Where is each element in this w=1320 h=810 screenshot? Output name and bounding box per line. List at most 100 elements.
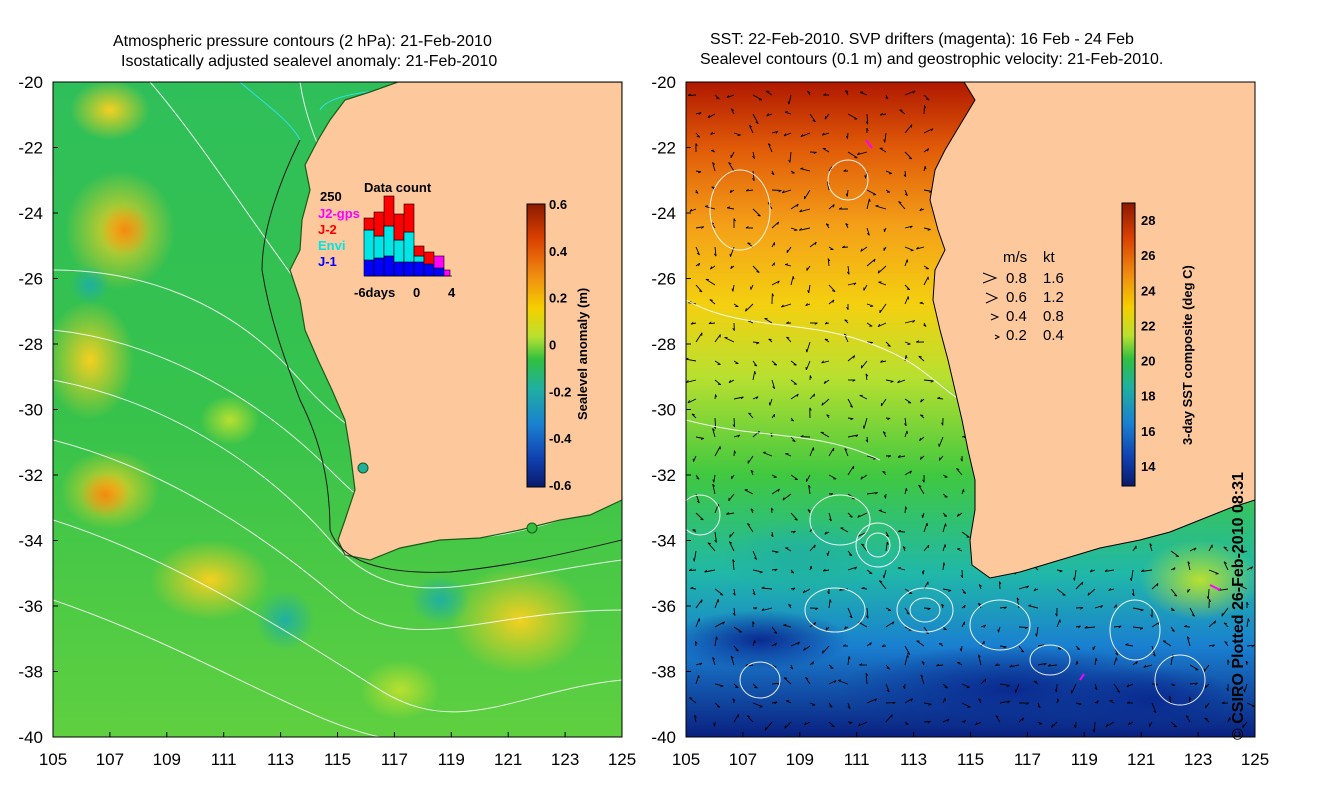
velocity-vector [821,360,830,364]
y-tick-label: -32 [651,466,676,485]
velocity-vector [847,265,850,275]
velocity-vector [1170,588,1178,597]
velocity-vector-head [1152,653,1156,657]
velocity-vector [860,246,868,252]
velocity-vector-head [1104,569,1108,572]
velocity-vector [752,683,758,689]
velocity-vector-head [688,568,692,571]
velocity-vector [745,303,754,312]
velocity-vector-head [696,477,700,480]
velocity-vector [752,170,755,181]
velocity-vector [1018,585,1029,590]
velocity-vector-head [1156,583,1159,587]
velocity-vector-head [927,608,931,611]
velocity-vector [828,299,835,305]
velocity-vector [863,417,868,429]
velocity-vector [809,113,816,122]
velocity-vector-head [1073,577,1075,581]
velocity-vector [936,664,944,667]
velocity-vector-head [962,591,966,594]
velocity-vector-head [1100,605,1104,609]
velocity-vector-head [823,93,827,96]
velocity-vector-head [887,345,891,347]
left-shelf-line [261,139,622,573]
velocity-vector-head [897,455,901,458]
velocity-vector [1187,561,1191,571]
velocity-vector [998,581,1001,590]
velocity-vector-head [747,523,751,526]
colorbar-tick-label: -0.4 [549,431,572,446]
velocity-vector [923,94,930,101]
velocity-vector [1051,721,1058,728]
velocity-vector-head [850,418,854,421]
velocity-vector-head [781,190,785,194]
velocity-vector [1087,588,1096,596]
velocity-vector [866,607,869,619]
velocity-vector-head [1184,624,1188,628]
velocity-vector-head [842,644,846,647]
velocity-vector-head [852,379,856,382]
velocity-vector-head [1009,664,1013,668]
velocity-vector [764,318,773,324]
velocity-vector [800,168,811,172]
velocity-vector [847,656,850,666]
velocity-vector [961,702,971,708]
velocity-vector-head [918,355,922,358]
velocity-vector [771,488,780,495]
velocity-vector [847,566,857,571]
velocity-vector-head [786,336,790,339]
velocity-vector-head [898,201,902,204]
velocity-vector-head [733,218,736,222]
velocity-vector [800,132,811,138]
right-x-axis: 105 107 109 111 113 115 117 119 121 123 125 [672,732,1269,769]
x-tick-label: 107 [729,750,757,769]
velocity-vector-head [937,396,941,399]
velocity-vector-head [713,253,717,257]
velocity-vector-head [783,133,787,137]
velocity-vector-head [774,568,778,572]
velocity-vector [866,569,873,574]
velocity-vector [695,675,700,685]
velocity-legend-ms-2: 0.6 [1006,289,1027,306]
velocity-vector [804,721,811,726]
x-tick-label: 123 [1184,750,1212,769]
velocity-vector-head [997,629,999,633]
velocity-vector-head [807,509,811,512]
colorbar-tick-label: 20 [1141,354,1155,369]
left-anomaly-blobs [53,82,590,720]
velocity-vector-head [700,518,704,521]
velocity-vector-head [689,208,693,212]
velocity-vector-head [690,586,694,589]
velocity-vector [999,683,1010,686]
velocity-vector [730,108,735,115]
velocity-vector [904,225,913,229]
velocity-vector-head [1003,646,1007,649]
velocity-vector-head [1051,724,1053,728]
velocity-vector [686,379,697,383]
velocity-vector [752,360,758,367]
colorbar-tick-label: 0.4 [549,244,568,259]
velocity-vector [918,484,925,495]
velocity-vector [1113,683,1121,693]
velocity-vector [752,569,763,573]
velocity-vector [1047,664,1058,667]
velocity-vector-head [842,245,846,248]
velocity-vector-head [880,112,884,116]
velocity-vector [714,636,717,647]
velocity-vector-head [963,605,966,609]
velocity-vector-head [715,394,718,398]
velocity-vector [904,296,909,305]
velocity-vector-head [711,149,715,152]
velocity-vector [904,246,914,251]
velocity-vector-head [727,206,731,209]
velocity-vector [1016,597,1020,609]
velocity-vector [766,113,773,117]
velocity-vector-head [946,718,950,722]
velocity-vector [866,698,877,704]
velocity-vector-head [904,423,907,427]
velocity-vector [1223,622,1229,628]
velocity-vector [865,673,868,685]
velocity-vector-head [745,308,747,312]
y-tick-label: -38 [651,663,676,682]
velocity-vector [942,588,952,591]
